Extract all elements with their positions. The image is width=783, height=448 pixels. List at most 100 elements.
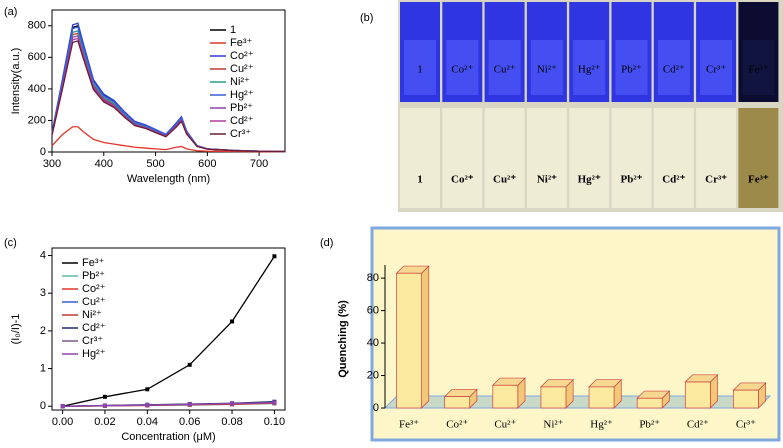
vial-bottom-label: Fe³⁺ [748, 174, 769, 186]
legend-label: 1 [230, 24, 236, 36]
x-tick-label: 0.04 [137, 416, 158, 428]
x-tick-label: 600 [198, 158, 216, 170]
legend-label: Hg²⁺ [230, 89, 254, 101]
y-tick-label: 1 [40, 362, 46, 374]
vial-bottom [653, 108, 694, 208]
bar [733, 389, 759, 409]
y-tick-label: 800 [28, 20, 46, 32]
vial-top-label: 1 [417, 64, 423, 76]
series-line [51, 40, 286, 153]
x-tick-label: Ni²⁺ [543, 419, 563, 431]
panel-label: (c) [4, 237, 17, 249]
vial-glow [488, 40, 521, 95]
y-tick-label: 20 [367, 369, 379, 381]
y-axis-title: Quenching (%) [337, 300, 349, 378]
vial-top-label: Pb²⁺ [621, 64, 642, 76]
x-tick-label: 0.02 [94, 416, 115, 428]
legend-label: Cr³⁺ [82, 335, 103, 347]
legend-label: Cd²⁺ [230, 115, 254, 127]
point [60, 404, 65, 409]
y-tick-label: 60 [367, 304, 379, 316]
y-tick-label: 3 [40, 287, 46, 299]
x-tick-label: 700 [250, 158, 268, 170]
x-axis-title: Concentration (μM) [121, 431, 215, 443]
legend-label: Hg²⁺ [82, 348, 106, 360]
panel-label: (a) [4, 6, 17, 18]
x-tick-label: Co²⁺ [446, 419, 468, 431]
bar [540, 386, 567, 409]
bar [444, 396, 471, 409]
vial-top-label: Cr³⁺ [706, 64, 726, 76]
bar [588, 386, 615, 409]
y-tick-label: 400 [28, 83, 46, 95]
legend-label: Cr³⁺ [230, 128, 251, 140]
vial-top-label: Cu²⁺ [494, 64, 516, 76]
x-tick-label: 300 [43, 158, 61, 170]
legend-label: Ni²⁺ [230, 76, 250, 88]
x-tick-label: Cu²⁺ [494, 419, 516, 431]
legend-label: Fe³⁺ [230, 37, 253, 49]
x-axis-title: Wavelength (nm) [127, 173, 210, 185]
bar [684, 381, 711, 409]
vial-glow [742, 40, 775, 95]
y-tick-label: 0 [373, 402, 379, 414]
bar [492, 384, 519, 409]
vial-glow [446, 40, 479, 95]
vial-bottom-label: Cu²⁺ [493, 174, 516, 186]
x-tick-label: 0.08 [221, 416, 242, 428]
vial-bottom-label: 1 [417, 174, 423, 186]
vial-bottom [569, 108, 610, 208]
series-line [62, 255, 275, 407]
vial-bottom [442, 108, 483, 208]
point [187, 402, 192, 407]
vial-bottom-label: Co²⁺ [451, 174, 474, 186]
bar-side [421, 265, 430, 409]
x-tick-label: Hg²⁺ [590, 419, 613, 431]
vial-bottom-label: Cd²⁺ [662, 174, 685, 186]
legend-label: Pb²⁺ [82, 270, 105, 282]
x-tick-label: 400 [95, 158, 113, 170]
vial-bottom-label: Pb²⁺ [621, 174, 643, 186]
y-tick-label: 200 [28, 114, 46, 126]
panel-label: (d) [320, 237, 333, 249]
vial-bottom-label: Ni²⁺ [537, 174, 557, 186]
vial-bottom [484, 108, 525, 208]
y-axis-title: (I₀/I)-1 [10, 314, 22, 345]
legend-label: Cu²⁺ [230, 63, 254, 75]
vial-bottom [738, 108, 779, 208]
point [187, 362, 192, 367]
vial-top-label: Co²⁺ [451, 64, 473, 76]
y-axis-title: Intensity(a.u.) [10, 48, 22, 115]
legend-label: Cd²⁺ [82, 322, 106, 334]
x-tick-label: Fe³⁺ [399, 419, 419, 431]
bar [396, 272, 422, 409]
x-tick-label: Cd²⁺ [687, 419, 709, 431]
point [102, 403, 107, 408]
point [145, 403, 150, 408]
x-tick-label: Pb²⁺ [639, 419, 660, 431]
point [272, 400, 277, 405]
bar [636, 397, 663, 409]
point [272, 254, 277, 259]
vial-bottom [526, 108, 567, 208]
vial-bottom-label: Cr³⁺ [705, 174, 727, 186]
y-tick-label: 0 [40, 400, 46, 412]
vial-top-label: Fe³⁺ [748, 64, 768, 76]
point [145, 387, 150, 392]
vial-glow [615, 40, 648, 95]
y-tick-label: 2 [40, 325, 46, 337]
x-tick-label: 0.06 [179, 416, 200, 428]
x-tick-label: 0.10 [264, 416, 285, 428]
vial-glow [404, 40, 436, 95]
vial-top-label: Hg²⁺ [578, 64, 601, 76]
legend-label: Cu²⁺ [82, 296, 106, 308]
x-tick-label: 500 [146, 158, 164, 170]
x-tick-label: Cr³⁺ [736, 419, 756, 431]
legend-label: Pb²⁺ [230, 102, 253, 114]
vial-glow [657, 40, 690, 95]
series-line [51, 126, 286, 153]
vial-glow [530, 40, 563, 95]
vial-top-label: Ni²⁺ [537, 64, 557, 76]
plot-frame [51, 247, 286, 411]
